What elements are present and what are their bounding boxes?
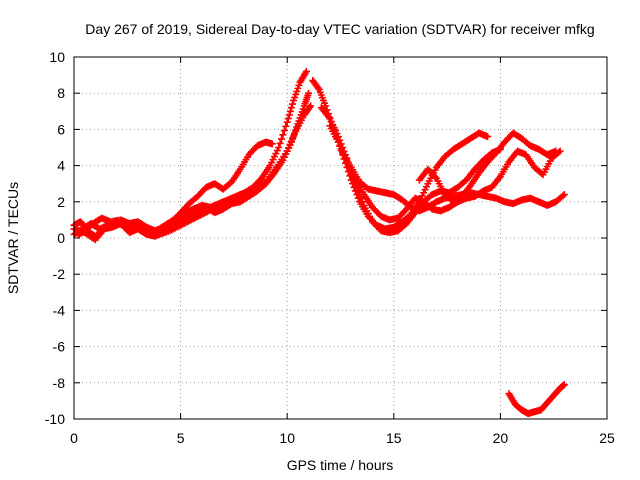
data-point [290,131,298,139]
x-tick-label: 20 [493,430,509,446]
data-point [336,141,344,149]
data-point [334,138,342,146]
data-point [552,147,560,155]
data-point [484,133,492,141]
y-axis-label: SDTVAR / TECUs [5,182,21,294]
y-tick-label: 2 [57,194,65,210]
data-point [289,134,297,142]
x-tick-label: 0 [70,430,78,446]
data-point [287,104,295,112]
data-point [431,173,439,181]
x-tick-label: 5 [177,430,185,446]
series-track-4 [70,102,315,244]
plot-frame [73,56,608,420]
data-point [285,111,293,119]
data-point [275,144,283,151]
data-point [287,137,295,145]
x-tick-label: 15 [386,430,402,446]
data-point [359,198,367,206]
data-point [283,118,291,126]
series-track-5 [309,77,492,233]
data-point [322,102,330,110]
data-point [307,102,315,110]
y-tick-label: 0 [57,230,65,246]
data-point [282,122,290,130]
y-tick-label: -8 [53,375,66,391]
y-tick-label: 6 [57,121,65,137]
y-tick-label: 4 [57,158,65,174]
y-tick-label: 8 [57,85,65,101]
data-point [279,131,287,139]
data-point [283,147,291,155]
data-point [268,140,276,148]
data-point [285,144,293,152]
data-point [306,103,314,111]
x-tick-label: 25 [599,430,615,446]
series-track-6 [317,104,504,237]
data-point [286,107,294,115]
data-point [302,67,310,75]
series-track-10 [505,381,568,418]
data-point [286,140,294,148]
data-point [560,381,568,389]
data-points [70,67,568,418]
x-tick-label: 10 [279,430,295,446]
y-tick-label: -10 [45,411,65,427]
chart-title: Day 267 of 2019, Sidereal Day-to-day VTE… [85,21,594,37]
data-point [284,115,292,123]
tick-layer: 0 5 10 15 20 25 -10 -8 -6 -4 -2 0 2 4 6 8 10 [45,49,615,446]
data-point [560,191,568,199]
data-point [337,145,345,153]
x-axis-label: GPS time / hours [287,457,394,473]
series-track-9 [415,129,560,206]
data-point [305,89,313,97]
data-point [289,100,297,108]
data-point [278,135,286,143]
y-tick-label: -2 [53,266,66,282]
y-tick-label: -4 [53,302,66,318]
data-point [280,127,288,135]
data-point [559,192,567,200]
data-point [276,139,284,147]
y-tick-label: -6 [53,339,66,355]
grid-layer [74,57,607,419]
y-tick-label: 10 [49,49,65,65]
data-point [314,84,322,92]
